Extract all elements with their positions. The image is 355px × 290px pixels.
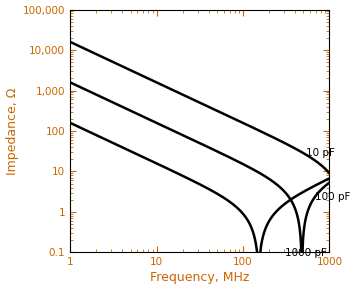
Text: 10 pF: 10 pF [306,148,334,158]
X-axis label: Frequency, MHz: Frequency, MHz [150,271,250,284]
Text: 100 pF: 100 pF [315,192,350,202]
Y-axis label: Impedance, Ω: Impedance, Ω [6,87,18,175]
Text: 1000 pF: 1000 pF [285,248,327,258]
